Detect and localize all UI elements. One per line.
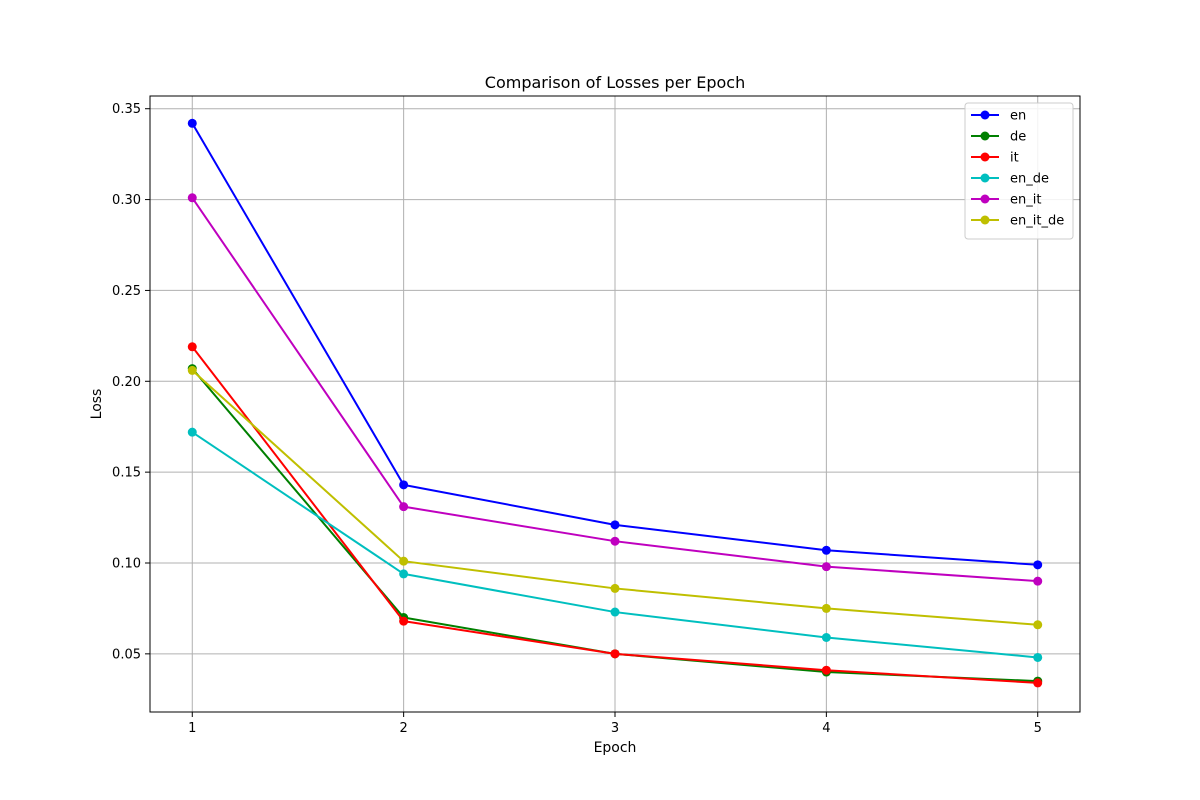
- data-point: [610, 649, 620, 659]
- data-point: [610, 583, 620, 593]
- y-tick-label: 0.20: [112, 375, 141, 390]
- data-point: [399, 569, 409, 579]
- data-point: [1033, 620, 1043, 630]
- data-point: [610, 536, 620, 546]
- data-point: [1033, 576, 1043, 586]
- data-point: [187, 118, 197, 128]
- data-point: [821, 603, 831, 613]
- series-en-it-de: [187, 365, 1043, 630]
- legend-item: en_it: [971, 193, 1041, 208]
- legend-label: it: [1010, 151, 1019, 166]
- data-point: [821, 665, 831, 675]
- legend-swatch-marker: [980, 173, 990, 183]
- data-point: [399, 480, 409, 490]
- legend-item: de: [971, 130, 1026, 145]
- legend-item: en_de: [971, 172, 1049, 187]
- legend-label: en_it: [1010, 193, 1041, 208]
- y-tick-label: 0.10: [112, 556, 141, 571]
- data-point: [187, 342, 197, 352]
- y-tick-label: 0.30: [112, 193, 141, 208]
- x-axis-title: Epoch: [594, 740, 637, 756]
- legend-swatch-marker: [980, 215, 990, 225]
- legend-item: it: [971, 151, 1019, 166]
- data-point: [399, 502, 409, 512]
- y-axis-title: Loss: [89, 389, 105, 420]
- data-point: [610, 607, 620, 617]
- data-point: [821, 562, 831, 572]
- series-en-it: [187, 193, 1043, 586]
- legend-label: de: [1010, 130, 1026, 145]
- y-tick-label: 0.25: [112, 284, 141, 299]
- data-point: [1033, 652, 1043, 662]
- legend-item: en: [971, 109, 1026, 124]
- x-tick-label: 1: [188, 721, 196, 736]
- x-tick-label: 5: [1034, 721, 1042, 736]
- legend-label: en_it_de: [1010, 214, 1064, 229]
- legend-item: en_it_de: [971, 214, 1064, 229]
- series-it: [187, 342, 1043, 688]
- data-point: [1033, 560, 1043, 570]
- x-tick-label: 3: [611, 721, 619, 736]
- data-point: [187, 193, 197, 203]
- legend-label: en_de: [1010, 172, 1049, 187]
- data-point: [1033, 678, 1043, 688]
- legend-swatch-marker: [980, 152, 990, 162]
- data-point: [610, 520, 620, 530]
- data-point: [399, 556, 409, 566]
- legend-swatch-marker: [980, 194, 990, 204]
- series-en-de: [187, 427, 1043, 662]
- data-point: [187, 365, 197, 375]
- series-group: [187, 118, 1043, 688]
- x-tick-label: 2: [399, 721, 407, 736]
- data-point: [187, 427, 197, 437]
- x-tick-label: 4: [822, 721, 830, 736]
- series-en: [187, 118, 1043, 570]
- data-point: [821, 632, 831, 642]
- axis-ticks: 1 2 3 4 5 0.05 0.10 0.15 0.20 0.25 0.30 0.35: [112, 102, 1042, 736]
- data-point: [821, 545, 831, 555]
- legend-label: en: [1010, 109, 1026, 124]
- y-tick-label: 0.35: [112, 102, 141, 117]
- y-tick-label: 0.05: [112, 647, 141, 662]
- data-point: [399, 616, 409, 626]
- y-tick-label: 0.15: [112, 466, 141, 481]
- legend-swatch-marker: [980, 110, 990, 120]
- chart-title: Comparison of Losses per Epoch: [485, 73, 745, 92]
- legend: en de it en_de en_it en_it_de: [964, 102, 1074, 240]
- legend-swatch-marker: [980, 131, 990, 141]
